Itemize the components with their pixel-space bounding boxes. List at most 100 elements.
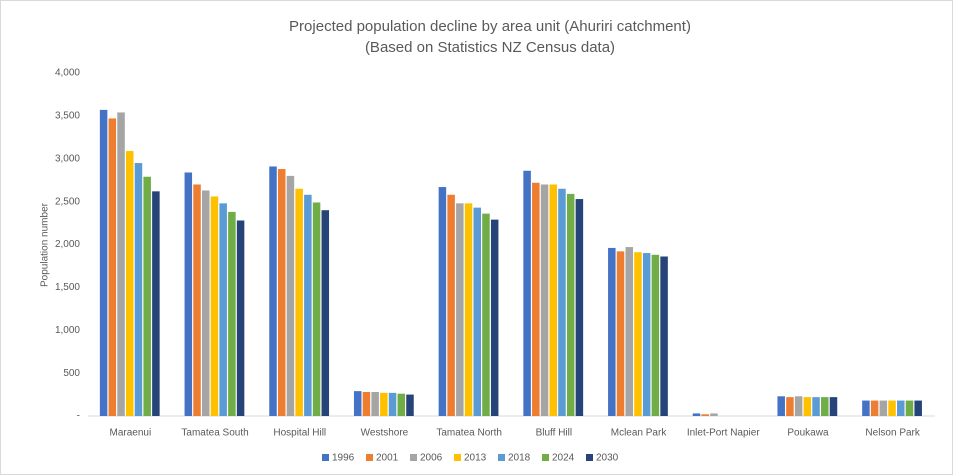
bar (914, 400, 922, 416)
legend-label: 1996 (332, 453, 355, 464)
y-tick-label: 500 (63, 368, 80, 379)
bar (777, 396, 785, 416)
bar (295, 188, 303, 416)
bar (549, 184, 558, 416)
y-tick-label: 2,000 (55, 239, 80, 250)
legend-label: 2013 (464, 453, 487, 464)
y-tick-label: 1,000 (55, 325, 80, 336)
y-tick-label: 3,000 (55, 153, 80, 164)
x-tick-label: Tamatea North (436, 428, 502, 439)
bar (692, 413, 701, 416)
bar (321, 210, 330, 416)
y-tick-label: 3,500 (55, 111, 80, 122)
x-tick-label: Westshore (361, 428, 409, 439)
bar (490, 219, 499, 416)
bar (651, 254, 660, 416)
legend-label: 2001 (376, 453, 399, 464)
bar (701, 414, 709, 416)
bar (438, 187, 447, 416)
x-tick-label: Inlet-Port Napier (687, 428, 760, 439)
bar (540, 184, 549, 416)
x-tick-label: Bluff Hill (536, 428, 573, 439)
bar (108, 118, 117, 416)
bar (99, 109, 108, 416)
bar (184, 172, 193, 416)
bar (558, 188, 566, 416)
bar (152, 191, 160, 416)
bar (812, 397, 820, 416)
legend-label: 2006 (420, 453, 443, 464)
bar (794, 396, 803, 416)
bar (786, 397, 794, 416)
bar (464, 203, 473, 416)
bar (371, 391, 379, 416)
bar (575, 199, 584, 416)
bar (210, 196, 219, 416)
bar (870, 400, 879, 416)
bar (201, 190, 210, 416)
bar (473, 207, 482, 416)
legend-label: 2018 (508, 453, 531, 464)
bar (219, 203, 227, 416)
bar (625, 247, 633, 416)
legend-label: 2030 (596, 453, 619, 464)
x-tick-label: Hospital Hill (273, 428, 326, 439)
bar (117, 112, 125, 416)
bar (353, 391, 362, 416)
bar (879, 400, 888, 416)
bar (193, 184, 201, 416)
bar (456, 203, 464, 416)
y-tick-label: 4,000 (55, 68, 80, 79)
legend-swatch (410, 454, 417, 461)
bar (277, 169, 286, 416)
bar (888, 400, 896, 416)
bar (905, 400, 914, 416)
bar (406, 394, 414, 416)
legend-label: 2024 (552, 453, 575, 464)
legend-swatch (586, 454, 593, 461)
bar (134, 163, 143, 416)
y-tick-label: 1,500 (55, 282, 80, 293)
y-axis-label: Population number (40, 202, 51, 287)
bar (482, 213, 490, 416)
bar (821, 397, 829, 416)
x-tick-label: Maraenui (109, 428, 151, 439)
bar (803, 397, 812, 416)
bar (236, 220, 245, 416)
bar (380, 392, 388, 416)
bar (829, 397, 838, 416)
legend-swatch (498, 454, 505, 461)
bar (269, 166, 277, 416)
y-tick-label: - (77, 411, 80, 422)
legend-swatch (542, 454, 549, 461)
bar (228, 211, 236, 416)
x-tick-label: Tamatea South (181, 428, 248, 439)
chart-title: Projected population decline by area uni… (289, 18, 691, 35)
bar (616, 251, 625, 416)
bar (862, 400, 870, 416)
bar (362, 391, 371, 416)
bar (125, 151, 134, 416)
x-tick-label: Nelson Park (865, 428, 920, 439)
bar (447, 194, 455, 416)
x-tick-label: Poukawa (787, 428, 829, 439)
x-tick-label: Mclean Park (611, 428, 668, 439)
bar (523, 170, 531, 416)
legend-swatch (366, 454, 373, 461)
bar (642, 253, 651, 416)
chart-subtitle: (Based on Statistics NZ Census data) (365, 39, 615, 56)
bar (660, 256, 668, 416)
y-tick-label: 2,500 (55, 196, 80, 207)
bar (608, 247, 616, 416)
bar (634, 252, 642, 416)
bar (143, 176, 151, 416)
bar (532, 182, 540, 416)
bar (388, 392, 397, 416)
bar (566, 193, 575, 416)
bar (710, 413, 718, 416)
bar (312, 202, 321, 416)
bar (897, 400, 905, 416)
bar (397, 393, 406, 416)
